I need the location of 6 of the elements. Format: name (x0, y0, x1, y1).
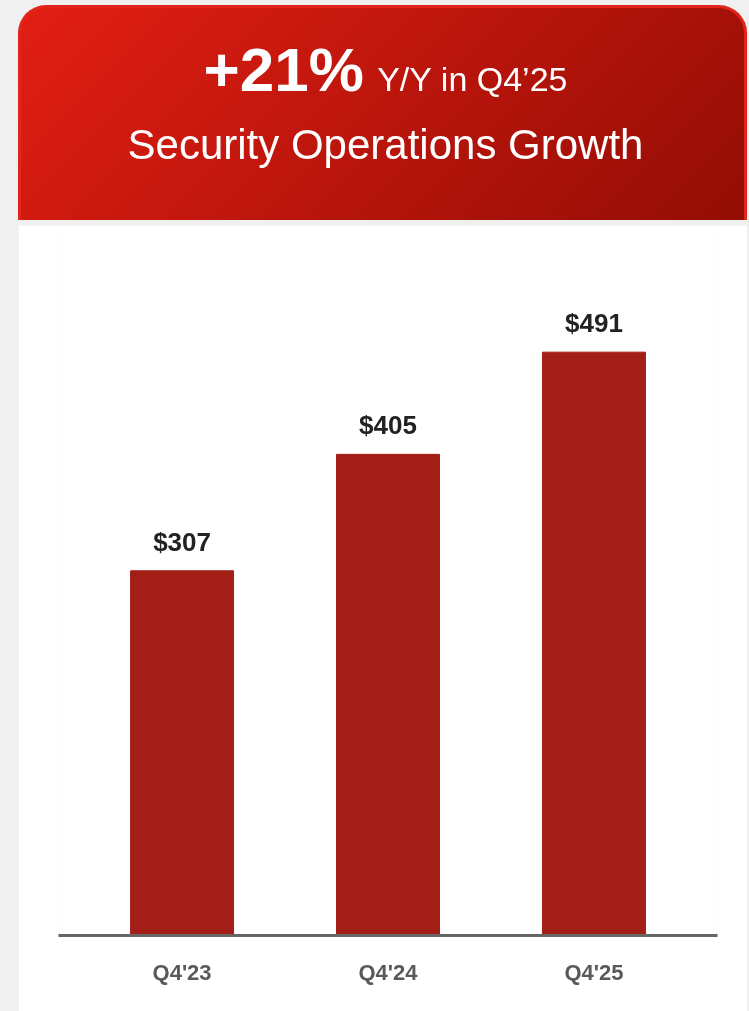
data-label: $405 (359, 410, 417, 441)
x-tick-label: Q4'25 (564, 959, 624, 985)
x-tick-label: Q4'24 (358, 959, 419, 985)
data-label: $491 (565, 308, 623, 339)
data-label: $307 (153, 526, 211, 557)
x-tick-label: Q4'23 (152, 959, 212, 985)
